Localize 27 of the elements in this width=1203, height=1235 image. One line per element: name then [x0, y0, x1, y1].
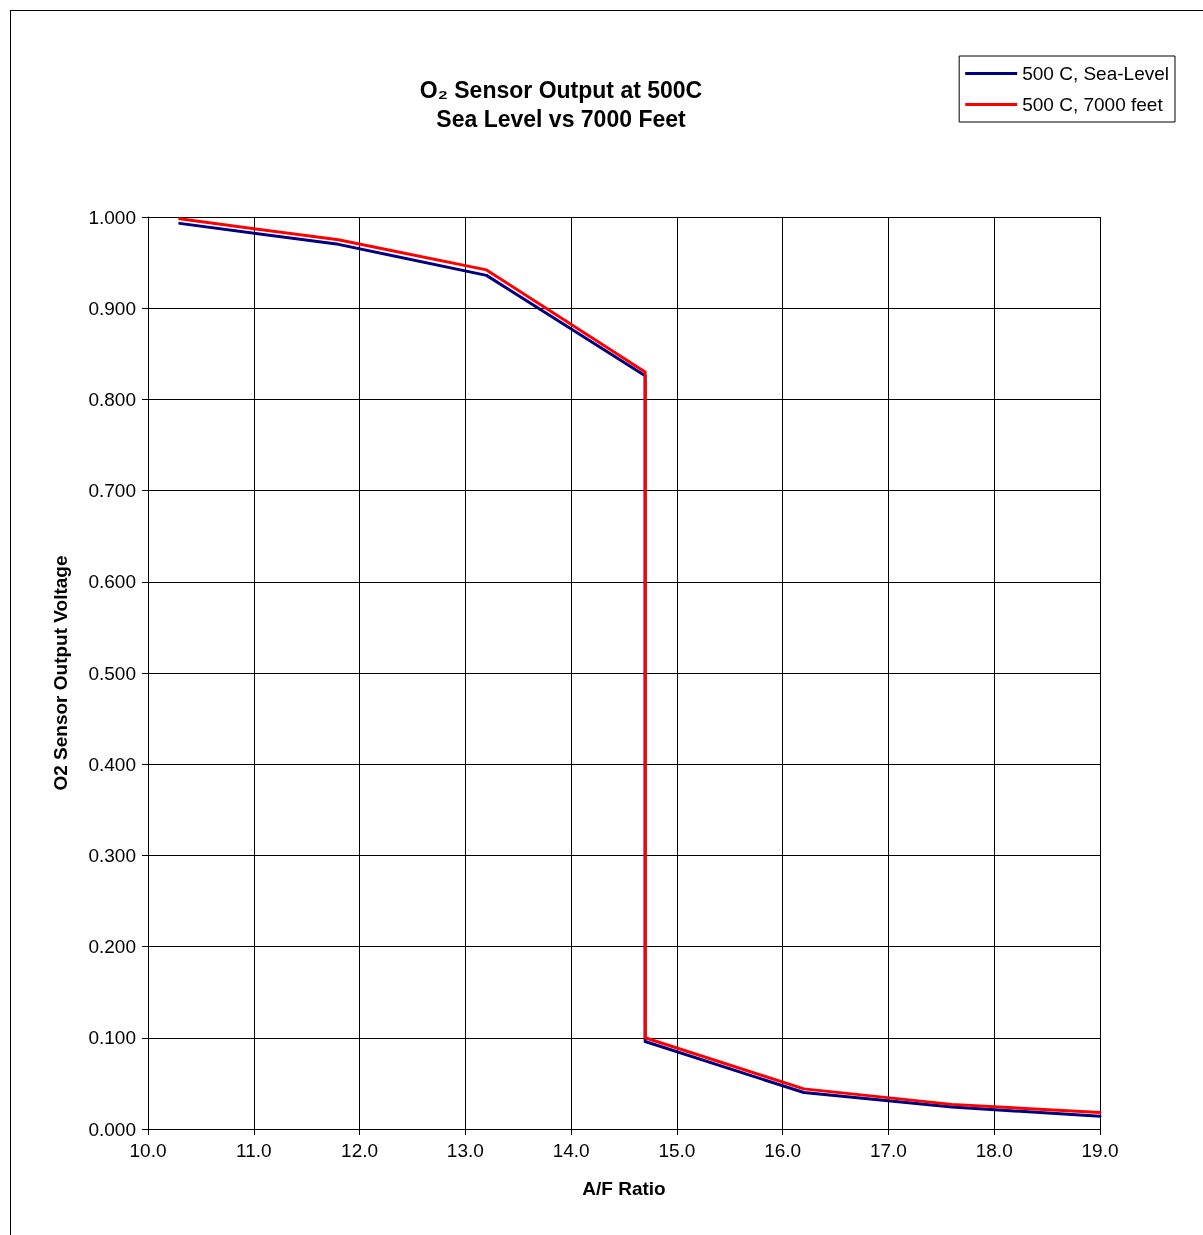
x-tick-label: 10.0 — [129, 1140, 167, 1161]
legend-label: 500 C, 7000 feet — [1022, 94, 1164, 115]
x-tick-label: 18.0 — [975, 1140, 1013, 1161]
legend-label: 500 C, Sea-Level — [1022, 63, 1170, 84]
x-tick-label: 19.0 — [1081, 1140, 1119, 1161]
y-tick-label: 0.900 — [88, 297, 136, 319]
y-tick-label: 0.200 — [88, 936, 136, 958]
y-tick-label: 0.400 — [88, 753, 136, 775]
x-tick-label: 16.0 — [764, 1140, 802, 1161]
y-axis-title: O2 Sensor Output Voltage — [50, 555, 71, 791]
y-tick-label: 0.300 — [88, 844, 136, 866]
x-tick-label: 12.0 — [341, 1140, 379, 1161]
x-tick-label: 13.0 — [446, 1140, 484, 1161]
chart-subtitle: Sea Level vs 7000 Feet — [436, 105, 687, 132]
chart-title: O₂ Sensor Output at 500C — [419, 76, 703, 103]
x-tick-label: 17.0 — [869, 1140, 907, 1161]
y-tick-label: 0.700 — [88, 480, 136, 502]
y-tick-label: 1.000 — [88, 206, 136, 228]
x-tick-label: 15.0 — [658, 1140, 696, 1161]
x-tick-label: 14.0 — [552, 1140, 590, 1161]
x-tick-label: 11.0 — [235, 1140, 272, 1161]
x-axis-title: A/F Ratio — [582, 1178, 666, 1199]
y-tick-label: 0.000 — [88, 1118, 136, 1140]
y-tick-label: 0.500 — [88, 662, 136, 684]
y-tick-label: 0.600 — [88, 571, 136, 593]
y-tick-label: 0.800 — [88, 388, 136, 410]
y-tick-label: 0.100 — [88, 1027, 136, 1049]
